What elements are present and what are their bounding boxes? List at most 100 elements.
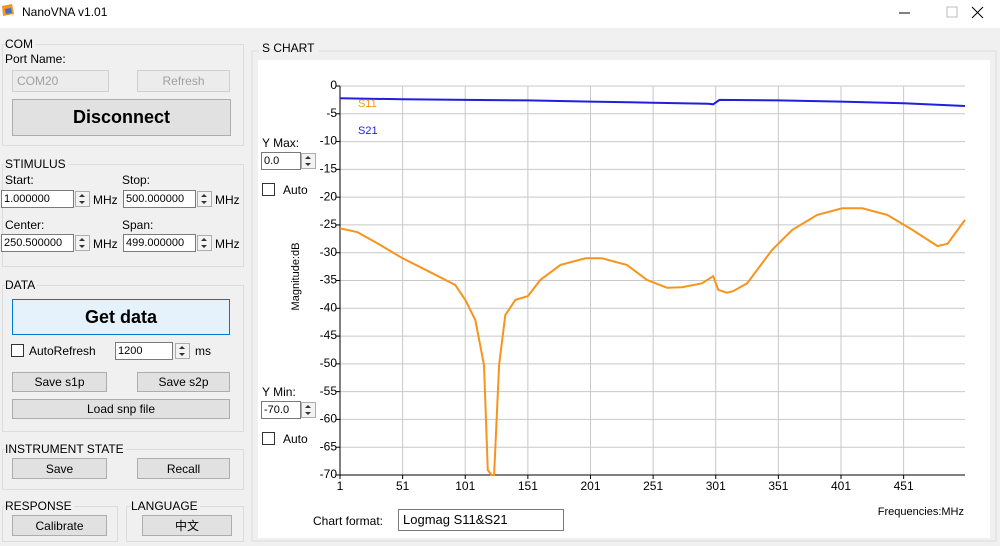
button-text: Load snp file bbox=[86, 402, 156, 416]
x-tick-label: 51 bbox=[396, 479, 410, 493]
window-title: NanoVNA v1.01 bbox=[22, 5, 108, 19]
interval-input[interactable]: 1200 bbox=[115, 342, 173, 360]
series-line bbox=[339, 207, 966, 476]
label: Center: bbox=[5, 218, 45, 232]
x-tick-label: 251 bbox=[643, 479, 663, 493]
title-bar bbox=[0, 0, 1000, 28]
y-tick-label: -20 bbox=[320, 189, 338, 203]
load-snp-button[interactable]: Load snp file bbox=[12, 399, 230, 419]
x-axis-label: Frequencies:MHz bbox=[878, 506, 964, 518]
maximize bbox=[946, 6, 958, 18]
group-label: RESPONSE bbox=[5, 499, 74, 513]
x-tick-label: 151 bbox=[518, 479, 538, 493]
spinner[interactable] bbox=[75, 191, 90, 207]
legend-label: S11 bbox=[358, 98, 377, 110]
group-label: INSTRUMENT STATE bbox=[5, 442, 126, 456]
y-tick-label: -5 bbox=[326, 106, 337, 120]
checkbox[interactable] bbox=[11, 344, 24, 357]
button-text: Save s1p bbox=[34, 375, 85, 389]
unit: MHz bbox=[93, 193, 118, 207]
spinner[interactable] bbox=[75, 235, 90, 251]
calibrate-button[interactable]: Calibrate bbox=[12, 515, 107, 536]
language-button[interactable]: 中文 bbox=[142, 515, 232, 536]
x-tick-label: 201 bbox=[580, 479, 600, 493]
unit: ms bbox=[195, 344, 211, 358]
group-label: LANGUAGE bbox=[131, 499, 200, 513]
y-tick-label: -60 bbox=[320, 412, 338, 426]
unit: MHz bbox=[215, 193, 240, 207]
close[interactable] bbox=[971, 6, 984, 19]
label: Span: bbox=[122, 218, 154, 232]
group-label: DATA bbox=[5, 278, 38, 292]
group-label-bg bbox=[259, 44, 319, 56]
label: Auto bbox=[283, 432, 308, 446]
y-min-input[interactable]: -70.0 bbox=[261, 401, 301, 419]
y-tick-label: 0 bbox=[330, 78, 337, 92]
y-tick-label: -15 bbox=[320, 162, 338, 176]
combo-text: COM20 bbox=[17, 74, 59, 88]
port-combobox: COM20 bbox=[12, 70, 109, 92]
app-icon-inner bbox=[5, 8, 12, 14]
combo-text: Logmag S11&S21 bbox=[403, 512, 508, 527]
y-tick-label: -45 bbox=[320, 328, 338, 342]
x-tick-label: 1 bbox=[337, 479, 344, 493]
button-text: Get data bbox=[84, 306, 158, 327]
series-line bbox=[339, 97, 966, 107]
label: Start: bbox=[5, 173, 34, 187]
stop-input[interactable]: 500.000000 bbox=[123, 190, 196, 208]
label: Auto bbox=[283, 183, 308, 197]
button-text: Disconnect bbox=[72, 107, 171, 127]
center-input[interactable]: 250.500000 bbox=[1, 234, 74, 252]
span-input[interactable]: 499.000000 bbox=[123, 234, 196, 252]
group-box bbox=[2, 164, 244, 267]
y-tick-label: -25 bbox=[320, 217, 338, 231]
chart-title: S CHART bbox=[262, 41, 315, 55]
save-button[interactable]: Save bbox=[12, 458, 107, 479]
label: Port Name: bbox=[5, 52, 66, 66]
chart-background bbox=[258, 60, 990, 538]
x-tick-label: 351 bbox=[768, 479, 788, 493]
spinner[interactable] bbox=[197, 191, 212, 207]
x-tick-label: 301 bbox=[706, 479, 726, 493]
format-combobox[interactable]: Logmag S11&S21 bbox=[398, 509, 564, 531]
spinner[interactable] bbox=[301, 402, 316, 418]
button-text: Save bbox=[45, 461, 74, 476]
y-tick-label: -50 bbox=[320, 356, 338, 370]
spinner[interactable] bbox=[301, 153, 316, 169]
button-text: Recall bbox=[166, 461, 201, 476]
chart-group bbox=[251, 50, 997, 542]
legend-label: S21 bbox=[358, 125, 378, 137]
unit: MHz bbox=[215, 237, 240, 251]
y-tick-label: -30 bbox=[320, 245, 338, 259]
checkbox[interactable] bbox=[262, 183, 275, 196]
label: Y Max: bbox=[262, 136, 300, 150]
save-s2p-button[interactable]: Save s2p bbox=[137, 372, 230, 392]
button-text: Calibrate bbox=[35, 518, 84, 533]
group-box bbox=[2, 44, 244, 146]
group-label: STIMULUS bbox=[5, 157, 68, 171]
spinner[interactable] bbox=[175, 343, 190, 359]
y-tick-label: -40 bbox=[320, 300, 338, 314]
button-text: 中文 bbox=[174, 519, 199, 533]
x-tick-label: 101 bbox=[455, 479, 475, 493]
y-axis-label: Magnitude:dB bbox=[290, 243, 302, 311]
label: Stop: bbox=[122, 173, 151, 187]
x-tick-label: 401 bbox=[831, 479, 851, 493]
button-text: Save s2p bbox=[158, 375, 209, 389]
label: Y Min: bbox=[262, 385, 296, 399]
group-box bbox=[2, 285, 244, 432]
get-data-button[interactable]: Get data bbox=[12, 299, 230, 335]
button-text: Refresh bbox=[162, 74, 205, 88]
label: Chart format: bbox=[313, 514, 384, 528]
recall-button[interactable]: Recall bbox=[137, 458, 230, 479]
disconnect-button[interactable]: Disconnect bbox=[12, 99, 231, 136]
start-input[interactable]: 1.000000 bbox=[1, 190, 74, 208]
y-max-input[interactable]: 0.0 bbox=[261, 152, 301, 170]
group-label: COM bbox=[5, 37, 35, 51]
save-s1p-button[interactable]: Save s1p bbox=[12, 372, 107, 392]
spinner[interactable] bbox=[197, 235, 212, 251]
y-tick-label: -70 bbox=[320, 467, 338, 481]
checkbox[interactable] bbox=[262, 432, 275, 445]
refresh-button: Refresh bbox=[137, 70, 230, 92]
